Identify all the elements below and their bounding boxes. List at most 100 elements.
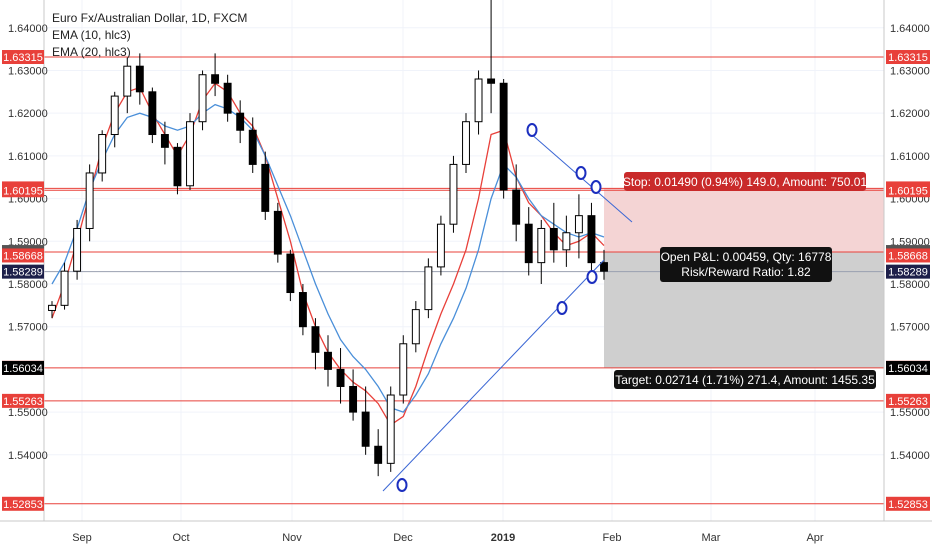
candle-body [298, 292, 307, 328]
pnl-label-text: Open P&L: 0.00459, Qty: 16778 [661, 250, 832, 264]
candle-body [512, 189, 521, 225]
ema20-line [51, 103, 605, 413]
left-level-badge: 1.56034 [3, 363, 43, 375]
pivot-marker [575, 166, 587, 180]
candle-body [248, 129, 257, 165]
left-level-badge-bg [2, 360, 44, 375]
pnl-label: Open P&L: 0.00459, Qty: 16778Risk/Reward… [660, 247, 832, 282]
candle-body [487, 78, 496, 84]
candle-body [98, 134, 107, 174]
left-level-badge: 1.52853 [3, 499, 43, 511]
price-level-lines [44, 56, 884, 505]
right-level-badge: 1.63315 [888, 52, 928, 64]
right-level-badge-bg [886, 360, 930, 375]
right-level-badge: 1.55263 [888, 396, 928, 408]
candle-body [562, 232, 571, 251]
price-tick-label: 1.62000 [8, 108, 48, 120]
candle-body [173, 146, 182, 187]
candle-body [386, 394, 395, 464]
target-label: Target: 0.02714 (1.71%) 271.4, Amount: 1… [614, 370, 876, 389]
stop-label-bg [624, 172, 866, 191]
time-tick-label: 2019 [491, 532, 515, 544]
rising-trendline [382, 259, 605, 492]
candle-body [286, 253, 295, 294]
time-tick-label: Nov [282, 532, 302, 544]
left-level-badge-bg [2, 50, 44, 65]
right-level-badge: 1.52853 [888, 499, 928, 511]
stop-label: Stop: 0.01490 (0.94%) 149.0, Amount: 750… [623, 172, 868, 191]
left-level-badge-bg [2, 264, 44, 279]
candle-body [223, 82, 232, 114]
candle-body [336, 368, 345, 387]
pivot-marker [590, 180, 602, 194]
left-level-badge-bg [2, 183, 44, 198]
candle-body [160, 134, 169, 148]
legend-ema20[interactable]: EMA (20, hlc3) [52, 45, 131, 59]
right-level-badge: 1.58289 [888, 267, 928, 279]
pivot-marker [526, 123, 538, 137]
left-level-badge: 1.58289 [3, 267, 43, 279]
time-tick-label: Feb [603, 532, 622, 544]
stop-zone [604, 188, 884, 253]
price-tick-label: 1.63000 [890, 65, 930, 77]
pnl-label-bg [660, 247, 832, 282]
left-level-badge: 1.60195 [3, 185, 43, 197]
candle-body [211, 74, 220, 84]
time-axis[interactable]: Sep Oct Nov Dec 2019 Feb Mar Apr [0, 520, 932, 550]
candle-body [48, 304, 56, 311]
candle-body [361, 411, 370, 447]
right-level-badge: 1.60195 [888, 185, 928, 197]
target-label-bg [614, 370, 876, 389]
price-tick-label: 1.55000 [8, 407, 48, 419]
candle-body [148, 91, 157, 136]
position-labels: Stop: 0.01490 (0.94%) 149.0, Amount: 750… [614, 172, 876, 389]
candle-body [261, 163, 270, 212]
price-tick-label: 1.64000 [8, 23, 48, 35]
left-level-badge-bg [2, 496, 44, 511]
stop-label-text: Stop: 0.01490 (0.94%) 149.0, Amount: 750… [623, 175, 868, 189]
price-tick-label: 1.54000 [8, 450, 48, 462]
price-tick-label: 1.63000 [8, 65, 48, 77]
candle-body [110, 95, 119, 136]
right-level-badge-bg [886, 264, 930, 279]
price-tick-label: 1.61000 [890, 151, 930, 163]
pivot-marker [556, 301, 568, 315]
candle-body [399, 343, 408, 396]
candle-body [524, 223, 533, 264]
left-level-badge-bg [2, 393, 44, 408]
price-tick-label: 1.55000 [890, 407, 930, 419]
candle-body [73, 227, 82, 272]
candle-body [424, 266, 433, 311]
left-level-badge-bg [2, 248, 44, 263]
pnl-label-text: Risk/Reward Ratio: 1.82 [681, 265, 811, 279]
legend-ema10[interactable]: EMA (10, hlc3) [52, 28, 131, 42]
candle-body [474, 78, 483, 123]
time-tick-label: Oct [172, 532, 189, 544]
time-axis-bg [0, 521, 932, 550]
right-level-badge-bg [886, 496, 930, 511]
right-price-axis[interactable]: 1.640001.630001.620001.610001.600001.590… [883, 0, 932, 521]
legend-symbol[interactable]: Euro Fx/Australian Dollar, 1D, FXCM [52, 11, 248, 25]
left-level-badge: 1.58668 [3, 250, 43, 262]
time-tick-label: Dec [393, 532, 413, 544]
pivot-marker [586, 270, 598, 284]
price-tick-label: 1.64000 [890, 23, 930, 35]
time-tick-label: Apr [806, 532, 823, 544]
candlesticks [48, 0, 608, 477]
left-level-badge: 1.55263 [3, 396, 43, 408]
right-level-badge-bg [886, 50, 930, 65]
pivot-markers [396, 123, 602, 492]
candle-body [436, 223, 445, 268]
right-level-badge-bg [886, 393, 930, 408]
candle-body [135, 65, 144, 93]
candle-body [198, 74, 207, 123]
candle-body [85, 172, 94, 229]
right-level-badge-bg [886, 248, 930, 263]
price-tick-label: 1.54000 [890, 450, 930, 462]
candle-body [462, 121, 470, 165]
left-price-axis[interactable]: 1.640001.630001.620001.610001.600001.590… [0, 0, 48, 521]
price-tick-label: 1.58000 [8, 279, 48, 291]
candle-body [449, 163, 458, 225]
price-tick-label: 1.61000 [8, 151, 48, 163]
